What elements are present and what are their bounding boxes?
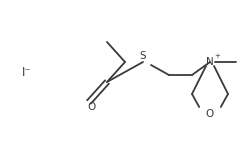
- Text: N: N: [206, 57, 214, 67]
- Text: I⁻: I⁻: [22, 66, 32, 79]
- Text: S: S: [140, 51, 146, 61]
- Text: +: +: [214, 53, 220, 59]
- Text: O: O: [206, 109, 214, 119]
- Text: O: O: [87, 102, 95, 112]
